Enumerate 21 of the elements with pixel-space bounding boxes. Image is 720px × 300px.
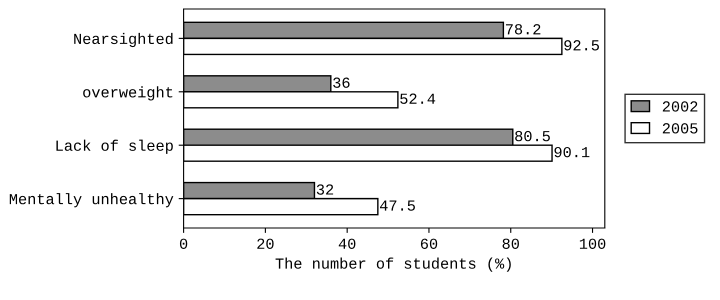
data-label: 52.4 — [400, 94, 436, 104]
y-tick-label: Lack of sleep — [56, 140, 173, 154]
x-tick-label: 60 — [420, 238, 438, 249]
data-label: 36 — [333, 78, 350, 88]
x-tick-label: 80 — [502, 238, 519, 249]
y-tick-label: Mentally unhealthy — [10, 193, 174, 208]
legend-label: 2005 — [662, 123, 698, 134]
y-tick-label: Nearsighted — [74, 32, 173, 48]
data-label: 80.5 — [515, 130, 550, 142]
data-label: 32 — [316, 184, 334, 195]
data-label: 92.5 — [564, 40, 599, 50]
data-label: 78.2 — [506, 24, 540, 34]
x-tick-label: 0 — [180, 238, 188, 249]
x-axis-title: The number of students (%) — [276, 258, 511, 272]
x-tick-label: 20 — [257, 238, 274, 249]
data-label: 90.1 — [554, 146, 590, 158]
legend-label: 2002 — [662, 101, 698, 112]
x-tick-label: 40 — [338, 238, 356, 249]
x-tick-label: 100 — [580, 238, 606, 249]
y-tick-label: overweight — [83, 86, 172, 100]
data-label: 47.5 — [380, 200, 415, 211]
